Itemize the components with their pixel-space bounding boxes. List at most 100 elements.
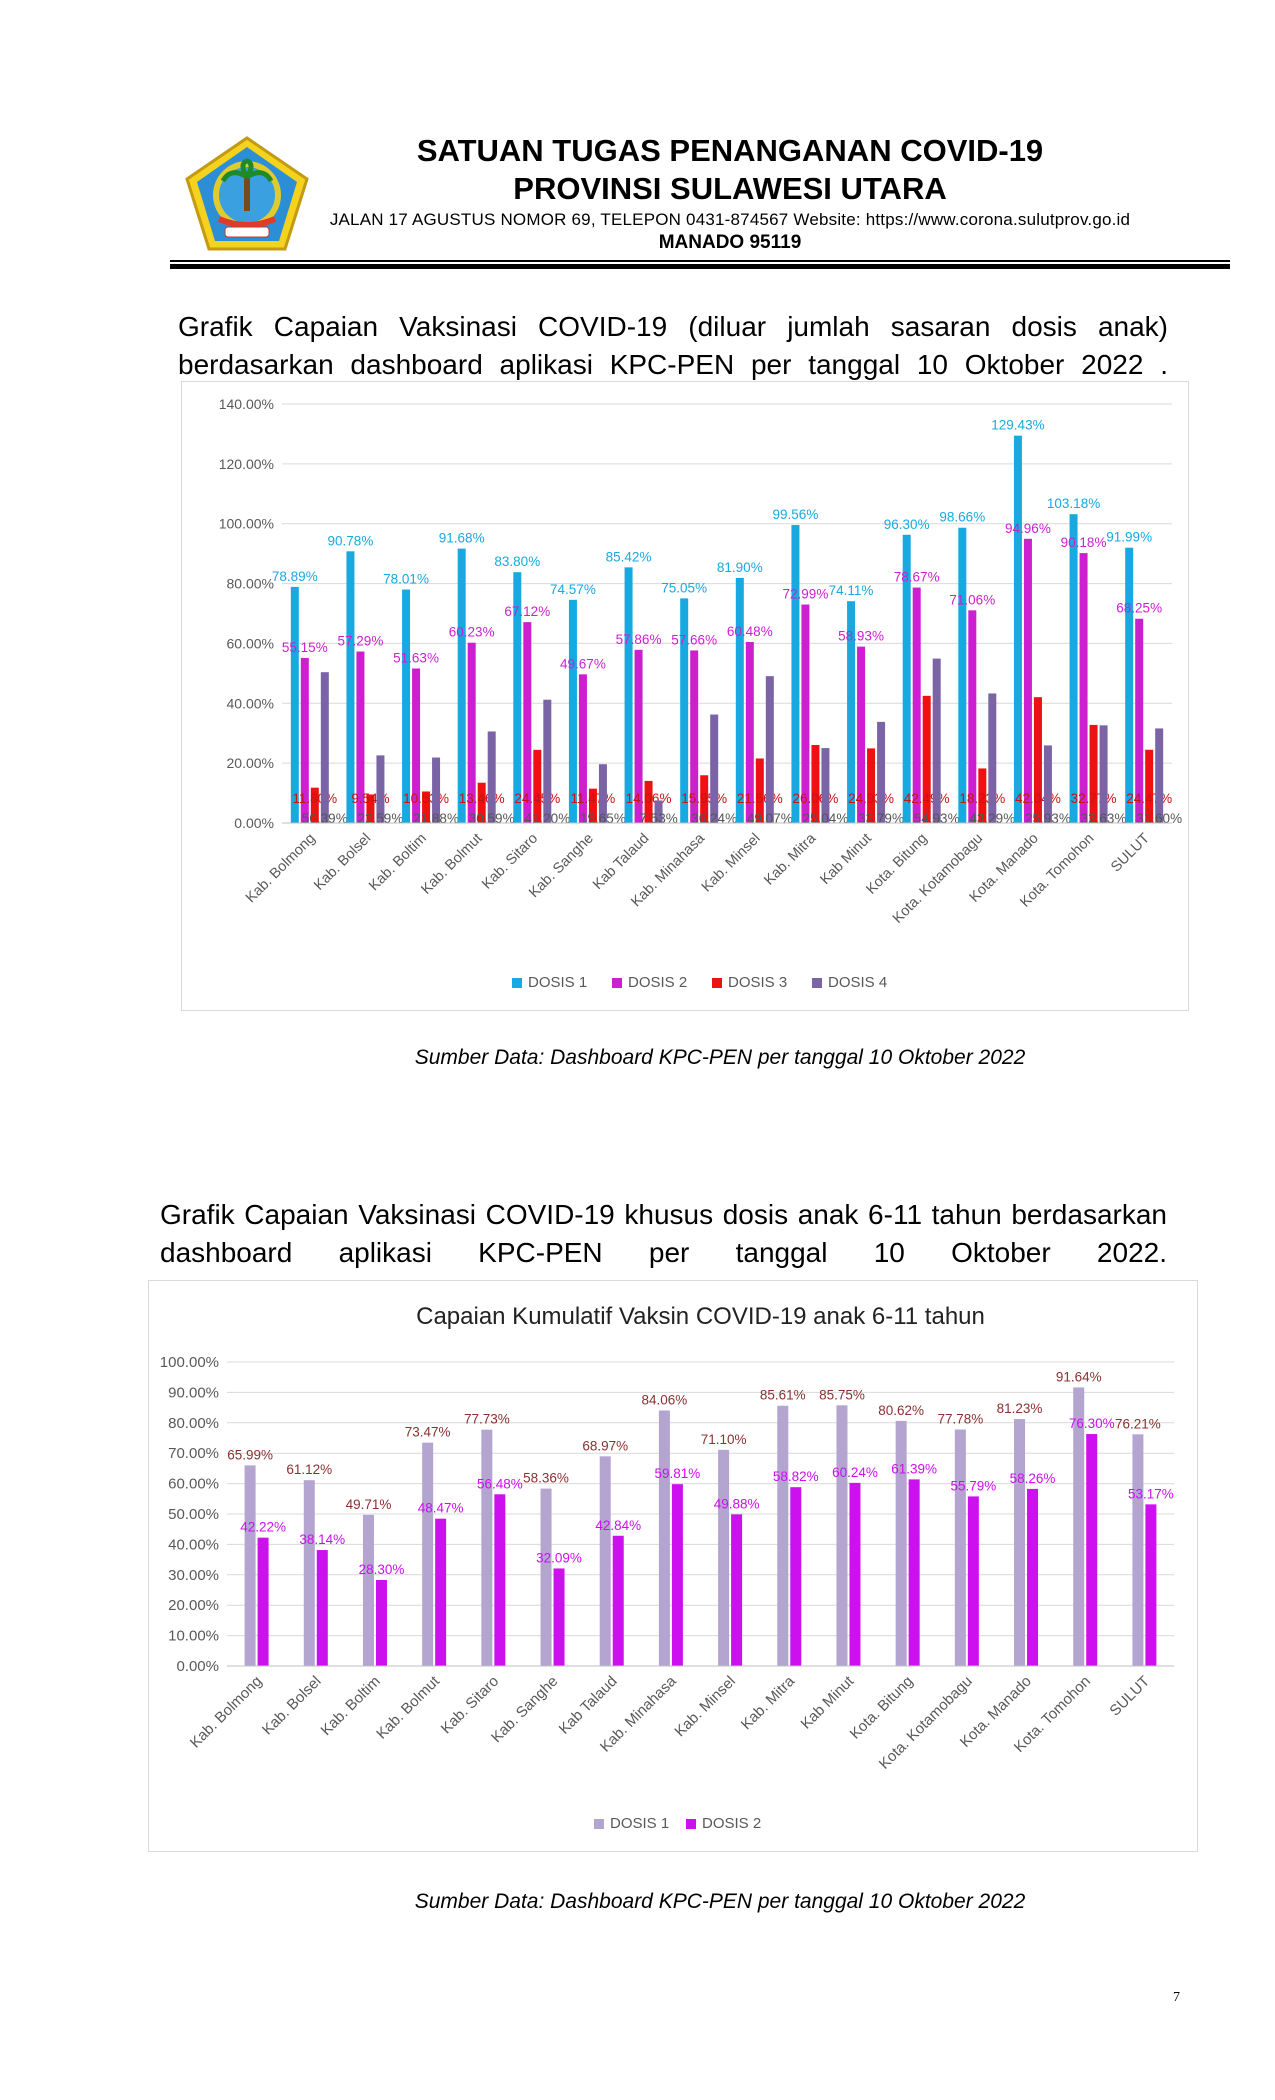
chart1-source: Sumber Data: Dashboard KPC-PEN per tangg… (414, 1046, 1026, 1069)
bar-dosis-1 (958, 527, 967, 823)
bar-dosis-1 (513, 572, 522, 823)
y-tick-label: 20.00% (168, 1597, 219, 1614)
bar-dosis-2 (1145, 1504, 1157, 1666)
bar-dosis-2 (790, 1487, 802, 1666)
data-label: 68.25% (1116, 601, 1162, 616)
bar-dosis-3 (533, 749, 542, 823)
data-label: 90.18% (1061, 535, 1107, 550)
data-label: 68.97% (582, 1438, 628, 1453)
bar-dosis-4 (543, 699, 552, 823)
data-label: 24.47% (1126, 791, 1172, 806)
bar-dosis-1 (303, 1480, 315, 1666)
bar-dosis-2 (316, 1550, 328, 1666)
data-label: 58.93% (838, 629, 884, 644)
bar-dosis-2 (690, 650, 699, 823)
data-label: 81.90% (717, 560, 763, 575)
y-tick-label: 120.00% (219, 456, 274, 472)
bar-dosis-2 (912, 587, 921, 823)
data-label: 32.09% (536, 1550, 582, 1565)
data-label: 77.78% (937, 1412, 983, 1427)
bar-dosis-4 (765, 676, 774, 823)
data-label: 30.59% (469, 811, 515, 826)
y-tick-label: 80.00% (227, 576, 274, 592)
data-label: 54.93% (914, 811, 960, 826)
bar-dosis-1 (902, 534, 911, 823)
bar-dosis-3 (700, 775, 709, 823)
bar-dosis-1 (954, 1429, 966, 1666)
data-label: 94.96% (1005, 521, 1051, 536)
data-label: 58.82% (773, 1469, 819, 1484)
data-label: 33.79% (858, 811, 904, 826)
data-label: 90.78% (328, 533, 374, 548)
y-tick-label: 70.00% (168, 1445, 219, 1462)
data-label: 75.05% (661, 580, 707, 595)
x-category-label: Kab. Mitra (761, 830, 820, 889)
legend-label: DOSIS 2 (628, 974, 687, 991)
x-category-label: Kab. Minsel (671, 1673, 738, 1740)
data-label: 71.06% (949, 592, 995, 607)
data-label: 84.06% (642, 1392, 688, 1407)
legend-label: DOSIS 1 (610, 1815, 669, 1832)
bar-dosis-2 (375, 1579, 387, 1666)
bar-dosis-4 (932, 658, 941, 823)
data-label: 49.07% (747, 811, 793, 826)
data-label: 55.79% (950, 1478, 996, 1493)
y-tick-label: 50.00% (168, 1506, 219, 1523)
y-tick-label: 100.00% (160, 1354, 219, 1371)
data-label: 98.66% (939, 510, 985, 525)
data-label: 74.57% (550, 582, 596, 597)
bar-dosis-2 (300, 657, 309, 823)
bar-dosis-2 (1135, 618, 1144, 823)
chart1-svg: 0.00% 20.00% 40.00% 60.00% 80.00% 100.00% 120.… (219, 396, 1182, 991)
bar-dosis-3 (922, 695, 931, 823)
bar-dosis-1 (735, 577, 744, 823)
legend-swatch (812, 978, 822, 988)
legend-label: DOSIS 4 (828, 974, 887, 991)
data-label: 18.23% (959, 791, 1005, 806)
y-tick-label: 60.00% (168, 1476, 219, 1493)
bar-dosis-1 (1013, 435, 1022, 823)
data-label: 48.47% (418, 1501, 464, 1516)
data-label: 32.77% (1071, 791, 1117, 806)
bar-dosis-1 (362, 1514, 374, 1666)
y-tick-label: 40.00% (168, 1536, 219, 1553)
data-label: 11.47% (571, 791, 616, 806)
data-label: 78.01% (383, 572, 429, 587)
data-label: 24.93% (848, 791, 894, 806)
x-category-label: Kab Minut (798, 1672, 858, 1732)
bar-dosis-3 (755, 758, 764, 823)
data-label: 71.10% (701, 1432, 747, 1447)
bar-dosis-4 (376, 755, 385, 823)
data-label: 60.24% (832, 1465, 878, 1480)
bar-dosis-3 (422, 791, 431, 823)
x-category-label: Kab. Bolmong (243, 831, 319, 907)
header-city: MANADO 95119 (658, 232, 802, 253)
data-label: 76.21% (1115, 1416, 1161, 1431)
data-label: 85.42% (606, 549, 652, 564)
legend-label: DOSIS 1 (528, 974, 587, 991)
data-label: 42.22% (240, 1520, 286, 1535)
bar-dosis-2 (356, 651, 365, 823)
bar-dosis-2 (412, 668, 421, 823)
x-category-label: Kab Minut (817, 831, 874, 888)
data-label: 49.88% (714, 1496, 760, 1511)
bar-dosis-1 (680, 598, 689, 823)
data-label: 85.61% (760, 1388, 806, 1403)
bar-dosis-1 (1073, 1387, 1085, 1666)
data-label: 83.80% (494, 554, 540, 569)
data-label: 38.14% (299, 1532, 345, 1547)
bar-dosis-3 (588, 788, 597, 823)
bar-dosis-2 (553, 1568, 565, 1666)
data-label: 36.24% (691, 811, 737, 826)
chart2-svg: Capaian Kumulatif Vaksin COVID-19 anak 6… (160, 1303, 1174, 1832)
data-label: 43.29% (969, 811, 1015, 826)
x-category-label: Kab. Minsel (699, 831, 764, 896)
bar-dosis-2 (435, 1518, 447, 1666)
data-label: 72.99% (783, 587, 829, 602)
data-label: 13.46% (459, 791, 505, 806)
bar-dosis-1 (346, 551, 355, 823)
data-label: 99.56% (773, 507, 819, 522)
bar-dosis-2 (494, 1494, 506, 1666)
bar-dosis-3 (477, 782, 486, 823)
bar-dosis-4 (710, 714, 719, 823)
